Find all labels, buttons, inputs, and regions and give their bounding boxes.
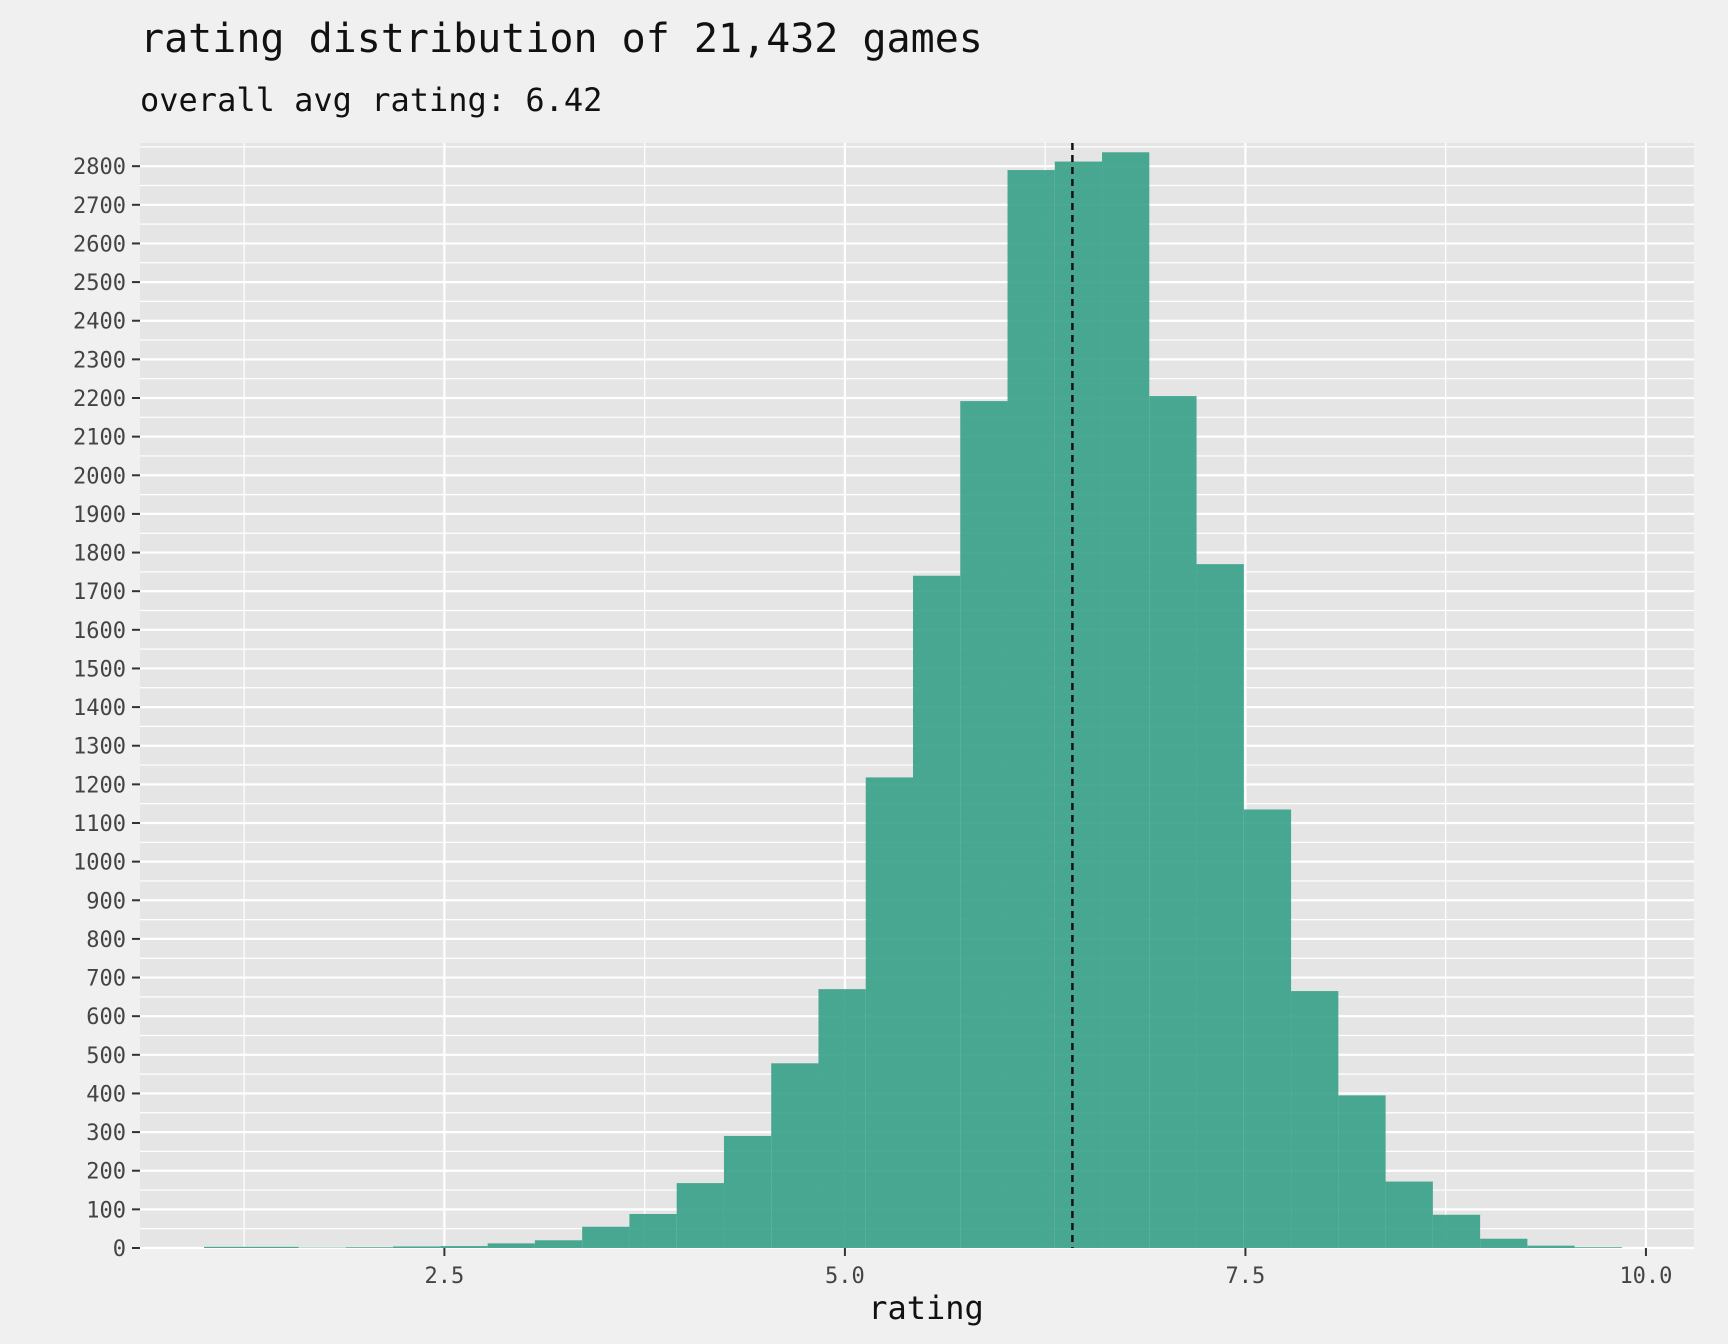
- histogram-bar: [487, 1243, 535, 1248]
- histogram-bar: [676, 1183, 724, 1248]
- y-tick-label: 1700: [73, 580, 126, 605]
- y-tick-label: 800: [86, 928, 126, 953]
- y-tick-label: 2200: [73, 387, 126, 412]
- histogram-bar: [1291, 991, 1339, 1248]
- y-tick-label: 2100: [73, 426, 126, 451]
- histogram-bar: [960, 401, 1008, 1248]
- histogram-bar: [771, 1063, 819, 1248]
- histogram-bar: [1149, 396, 1197, 1248]
- y-tick-label: 400: [86, 1082, 126, 1107]
- y-tick-label: 2600: [73, 232, 126, 257]
- y-tick-label: 2000: [73, 464, 126, 489]
- y-tick-label: 1600: [73, 619, 126, 644]
- x-axis: 2.5 5.0 7.5 10.0: [425, 1248, 1672, 1289]
- y-tick-label: 900: [86, 889, 126, 914]
- histogram-bar: [345, 1247, 394, 1248]
- chart-subtitle: overall avg rating: 6.42: [140, 81, 602, 119]
- y-tick-label: 1300: [73, 735, 126, 760]
- histogram-bar: [1527, 1245, 1575, 1248]
- histogram-bar: [818, 989, 866, 1248]
- y-tick-label: 2700: [73, 194, 126, 219]
- y-tick-label: 700: [86, 967, 126, 992]
- histogram-bar: [723, 1135, 772, 1248]
- histogram-bar: [1338, 1095, 1386, 1248]
- histogram-bar: [1432, 1214, 1481, 1248]
- y-tick-label: 1900: [73, 503, 126, 528]
- histogram-bar: [534, 1240, 583, 1248]
- histogram-bar: [1480, 1238, 1528, 1248]
- histogram-bar: [629, 1214, 677, 1248]
- x-tick-label: 2.5: [425, 1264, 465, 1289]
- histogram-bar: [1574, 1247, 1622, 1248]
- histogram-bar: [251, 1246, 299, 1248]
- histogram-bar: [204, 1246, 252, 1248]
- x-tick-label: 5.0: [825, 1264, 865, 1289]
- y-tick-label: 500: [86, 1044, 126, 1069]
- histogram-bar: [440, 1246, 488, 1248]
- x-tick-label: 10.0: [1619, 1264, 1672, 1289]
- y-tick-label: 300: [86, 1121, 126, 1146]
- y-tick-label: 2400: [73, 310, 126, 335]
- y-tick-label: 1100: [73, 812, 126, 837]
- histogram-bar: [865, 777, 913, 1248]
- y-tick-label: 1800: [73, 542, 126, 567]
- histogram-bar: [1385, 1181, 1433, 1248]
- y-tick-label: 200: [86, 1160, 126, 1185]
- histogram-bar: [1243, 809, 1292, 1248]
- histogram-bar: [1054, 161, 1103, 1249]
- histogram-bar: [393, 1246, 441, 1248]
- y-axis: 0 100 200 300 400 500 600 700 800 900 1000 1100 1200…: [73, 155, 140, 1262]
- histogram-bar: [582, 1226, 630, 1248]
- histogram-bar: [1102, 152, 1150, 1249]
- y-tick-label: 2300: [73, 348, 126, 373]
- histogram-bar: [1007, 170, 1055, 1249]
- y-tick-label: 2800: [73, 155, 126, 180]
- chart-title: rating distribution of 21,432 games: [140, 16, 983, 62]
- x-axis-title: rating: [868, 1289, 984, 1327]
- y-tick-label: 2500: [73, 271, 126, 296]
- y-tick-label: 600: [86, 1005, 126, 1030]
- y-tick-label: 1200: [73, 773, 126, 798]
- y-tick-label: 1400: [73, 696, 126, 721]
- y-tick-label: 1500: [73, 657, 126, 682]
- x-tick-label: 7.5: [1226, 1264, 1266, 1289]
- histogram-bar: [912, 575, 961, 1248]
- y-tick-label: 0: [113, 1237, 126, 1262]
- histogram-bars: [204, 152, 1622, 1249]
- y-tick-label: 100: [86, 1198, 126, 1223]
- histogram-bar: [1196, 564, 1244, 1248]
- y-tick-label: 1000: [73, 851, 126, 876]
